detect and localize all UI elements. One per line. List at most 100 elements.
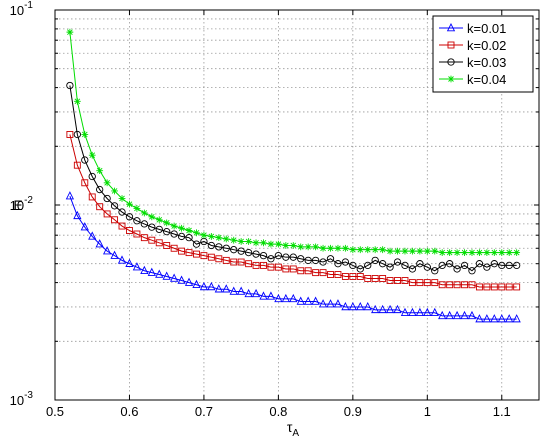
series-point [311,256,320,265]
series-point [192,279,201,288]
series-point [267,240,275,248]
series-point [222,284,231,293]
series-point [483,249,491,257]
series-k=0.04 [66,28,521,257]
series-point [118,208,126,216]
series-point [252,250,260,258]
series-point [490,314,499,323]
series-point [505,261,513,270]
series-point [327,271,334,278]
series-point [490,283,498,291]
series-point [447,58,455,66]
series-point [363,301,372,311]
series-point [252,239,260,247]
series-point [73,161,81,169]
series-point [483,263,491,271]
series-line [69,85,517,272]
series-point [326,255,335,263]
series-point [498,261,506,270]
series-point [312,243,320,251]
series-point [222,235,230,243]
series-point [289,253,297,261]
series-point [401,277,409,284]
x-tick-label: 0.5 [46,404,64,419]
series-point [408,265,417,273]
series-point [267,255,275,263]
series-point [282,253,290,261]
series-point [349,246,357,254]
series-point [229,286,238,295]
series-point [118,195,126,202]
series-point [148,236,156,244]
series-point [297,267,305,275]
series-point [88,193,96,201]
series-point [103,210,111,218]
legend-label: k=0.02 [467,38,506,53]
series-point [394,277,401,284]
series-point [438,281,446,289]
series-point [297,255,305,263]
series-point [274,251,283,260]
series-layer [65,28,521,323]
series-point [430,307,439,317]
series-point [207,281,216,291]
series-point [252,261,260,269]
series-point [386,247,394,255]
y-axis-label: E [13,197,22,213]
series-point [81,179,89,187]
series-point [110,202,119,210]
series-point [230,258,238,266]
series-point [386,277,394,284]
series-point [304,256,312,265]
series-point [341,273,349,280]
series-point [170,230,178,238]
series-point [393,258,402,266]
series-point [88,151,96,159]
x-tick-label: 0.8 [269,404,287,419]
series-point [66,81,74,90]
series-point [133,217,141,225]
series-point [453,249,461,257]
series-point [117,255,127,264]
series-point [318,299,328,308]
series-point [446,22,456,32]
series-point [266,291,276,300]
series-point [192,240,201,248]
series-point [282,265,290,273]
series-point [96,185,104,194]
series-point [140,220,149,228]
series-point [125,258,134,267]
series-point [155,239,163,247]
series-point [379,246,387,254]
series-point [423,307,432,317]
x-tick-label: 1.1 [493,404,511,419]
series-point [193,250,200,258]
series-point [215,243,223,251]
series-point [475,283,483,291]
series-point [155,269,164,278]
series-point [207,253,215,261]
series-point [460,261,469,270]
series-point [170,273,179,282]
series-point [461,249,468,257]
series-point [103,194,111,203]
series-point [304,243,312,251]
legend-label: k=0.04 [467,72,506,87]
series-point [416,260,424,268]
series-point [371,246,379,254]
series-point [385,304,395,314]
series-point [259,251,268,260]
series-point [333,299,343,308]
series-point [207,241,216,250]
series-point [177,232,186,241]
series-point [260,239,267,247]
y-tick-label: 10-1 [10,0,34,18]
series-point [215,255,223,263]
x-tick-label: 0.7 [195,404,213,419]
series-point [319,258,327,266]
series-point [319,269,327,277]
series-point [73,97,81,105]
series-point [378,304,387,314]
legend: k=0.01 k=0.02 k=0.03 k=0.04 [432,15,534,93]
